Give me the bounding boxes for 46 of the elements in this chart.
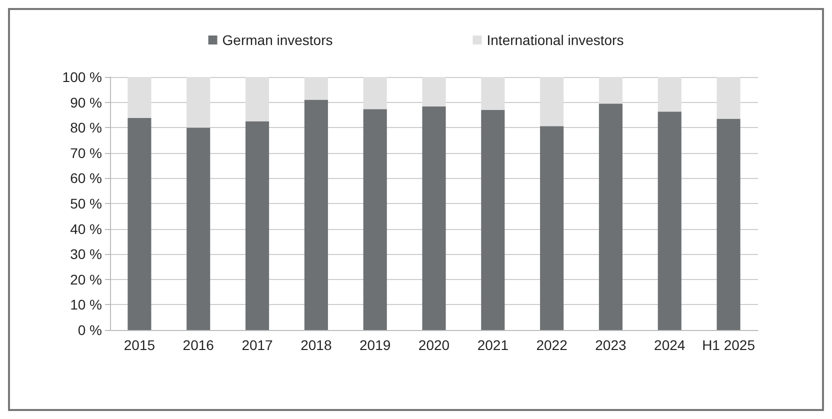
x-tick-label: 2016 [182,337,214,353]
x-tick-label: 2021 [477,337,509,353]
bar [716,118,740,330]
bar [598,104,623,330]
x-tick-label: 2023 [595,337,627,353]
y-tick-label: 80 % [70,120,102,136]
bar [481,110,505,330]
x-tick-label: 2022 [536,337,568,353]
bar [422,77,446,106]
y-tick-label: 60 % [70,170,102,186]
x-tick-label: 2019 [360,337,391,353]
bar [128,77,152,118]
y-tick-label: 100 % [62,69,102,85]
bar [245,77,270,122]
bar [658,77,682,112]
y-tick-label: 70 % [70,144,102,161]
bar [128,118,152,330]
x-tick-label: H1 2025 [702,337,756,353]
bar [304,100,328,330]
legend-label: German investors [222,32,333,48]
bar [540,126,564,330]
bar [186,128,210,330]
bar [658,112,682,330]
bar [540,77,564,126]
y-tick-label: 40 % [70,220,102,237]
bar [716,77,740,119]
bar [363,109,387,330]
x-tick-label: 2018 [300,337,332,353]
x-tick-label: 2024 [654,337,686,353]
x-tick-label: 2017 [242,337,274,353]
y-tick-label: 10 % [70,296,102,313]
y-tick-label: 30 % [70,246,102,262]
bar [598,77,623,104]
y-tick-label: 90 % [70,94,102,110]
bar [186,77,210,128]
bar [422,106,446,330]
bar [363,77,387,110]
bar [304,77,328,100]
legend-label: International investors [486,32,624,48]
bar [481,77,505,110]
x-tick-label: 2015 [124,337,156,353]
x-tick-label: 2020 [418,337,450,353]
bar [245,121,270,330]
y-tick-label: 0 % [78,322,102,338]
y-tick-label: 20 % [70,271,102,288]
y-tick-label: 50 % [70,196,102,212]
